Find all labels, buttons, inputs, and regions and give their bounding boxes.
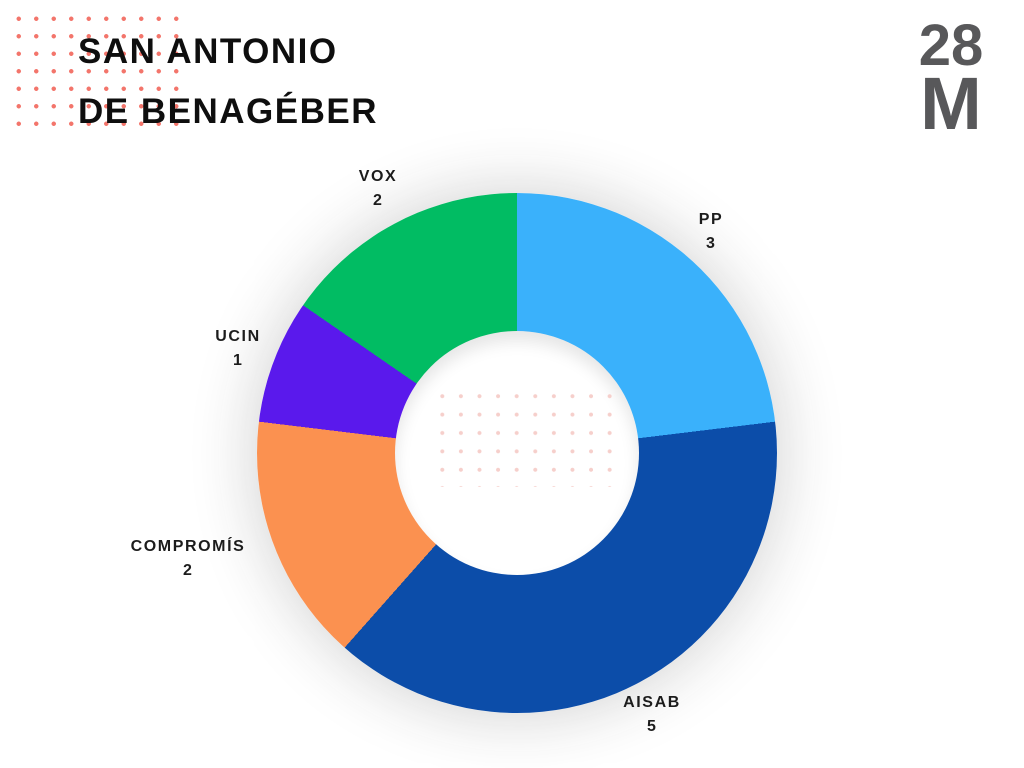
28m-logo-letter: M <box>920 62 982 145</box>
seat-count: 3 <box>706 235 716 252</box>
28m-logo-number: 28 <box>918 13 984 78</box>
party-name: AISAB <box>623 694 681 711</box>
seat-count: 1 <box>233 352 243 369</box>
page-title-line2: DE BENAGÉBER <box>78 92 378 131</box>
corner-dot-pattern <box>6 6 182 130</box>
party-name: COMPROMÍS <box>130 538 246 555</box>
slice-label-ucin: UCIN 1 <box>188 324 288 373</box>
slice-label-aisab: AISAB 5 <box>602 690 702 739</box>
seat-count: 5 <box>647 718 657 735</box>
party-name: PP <box>698 211 724 228</box>
party-name: VOX <box>358 168 398 185</box>
seat-count: 2 <box>373 192 383 209</box>
slice-label-pp: PP 3 <box>661 207 761 256</box>
donut-chart-hole <box>395 331 639 575</box>
seat-count: 2 <box>183 562 193 579</box>
28m-logo: 28 M <box>903 13 999 145</box>
party-name: UCIN <box>215 328 261 345</box>
page-title: SAN ANTONIO DE BENAGÉBER <box>78 22 378 142</box>
slice-label-vox: VOX 2 <box>328 164 428 213</box>
page-title-line1: SAN ANTONIO <box>78 32 338 71</box>
slice-label-compromis: COMPROMÍS 2 <box>98 534 278 583</box>
center-dot-pattern <box>429 383 613 487</box>
